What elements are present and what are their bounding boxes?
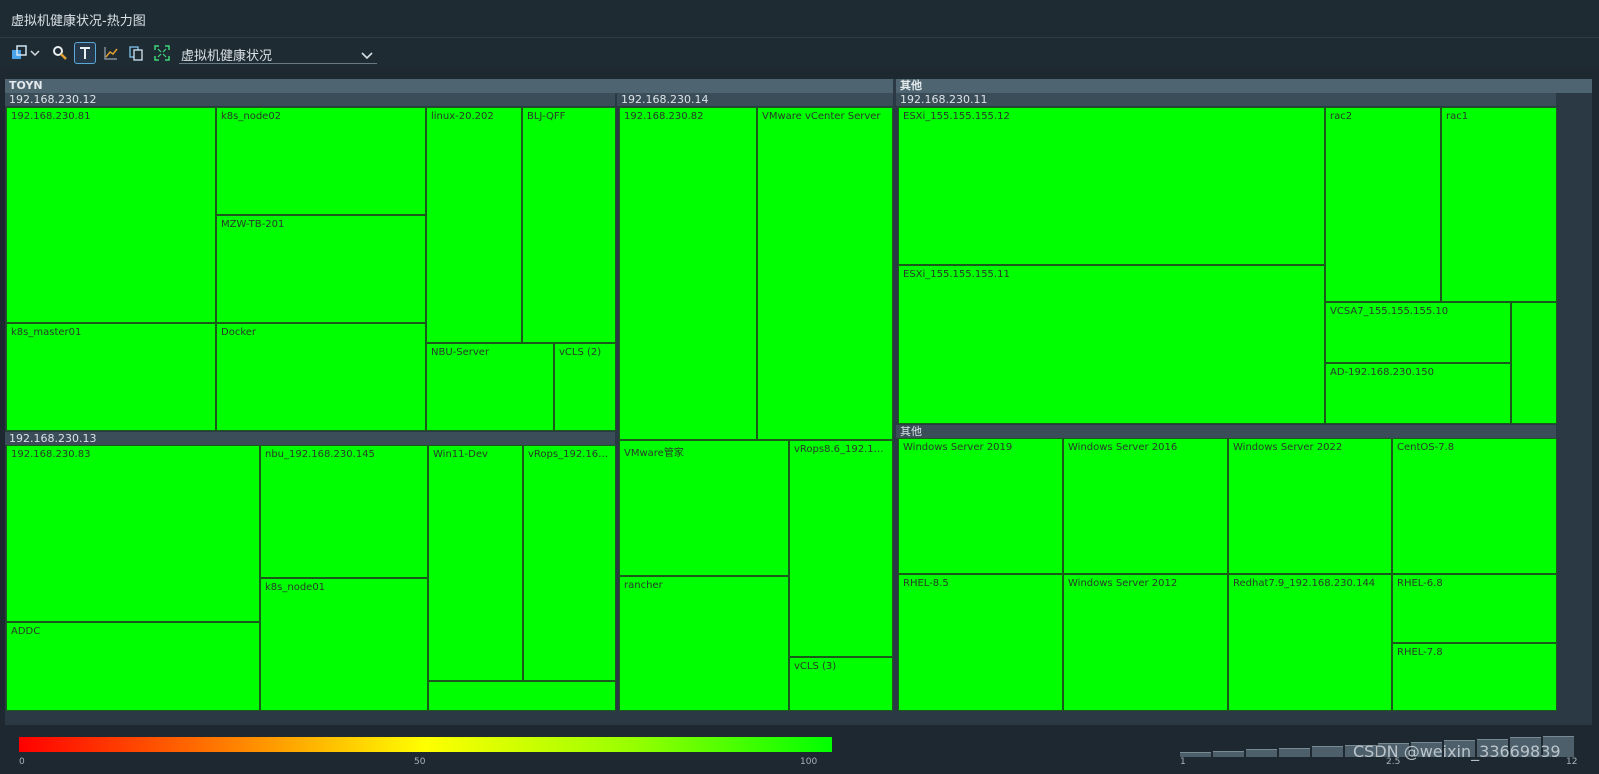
color-scale-legend <box>19 737 832 752</box>
vm-cell[interactable]: k8s_master01 <box>6 323 216 431</box>
size-step <box>1345 745 1376 757</box>
vm-cell[interactable]: rac1 <box>1441 107 1557 302</box>
text-toggle-icon[interactable] <box>74 42 96 64</box>
vm-cell[interactable]: rancher <box>619 576 789 711</box>
vm-cell[interactable]: Windows Server 2016 <box>1063 438 1228 574</box>
window-titlebar: 虚拟机健康状况-热力图 <box>0 0 1599 38</box>
vm-cell[interactable]: k8s_node01 <box>260 578 428 711</box>
metric-select-value: 虚拟机健康状况 <box>181 49 273 64</box>
layout-switch-icon[interactable] <box>9 43 29 63</box>
chevron-down-icon <box>361 46 373 65</box>
metric-select[interactable]: 虚拟机健康状况 <box>179 42 377 64</box>
host-header[interactable]: 192.168.230.14 <box>617 93 893 106</box>
fit-to-screen-icon[interactable] <box>152 43 172 63</box>
vm-cell[interactable]: RHEL-7.8 <box>1392 643 1557 711</box>
size-step <box>1378 743 1409 757</box>
color-scale-min-label: 0 <box>19 757 25 767</box>
vm-cell[interactable]: Redhat7.9_192.168.230.144 <box>1228 574 1392 711</box>
host-header[interactable]: 192.168.230.13 <box>5 432 615 445</box>
search-icon[interactable] <box>50 43 70 63</box>
size-scale-min-label: 1 <box>1180 757 1186 767</box>
vm-cell[interactable]: nbu_192.168.230.145 <box>260 445 428 578</box>
chevron-down-icon[interactable] <box>28 43 42 63</box>
vm-cell[interactable]: NBU-Server <box>426 343 554 431</box>
vm-cell[interactable] <box>428 681 616 711</box>
size-step <box>1213 751 1244 757</box>
vm-cell[interactable]: AD-192.168.230.150 <box>1325 363 1511 424</box>
treemap: TOYN 192.168.230.12 192.168.230.81 k8s_n… <box>5 79 1592 725</box>
vm-cell[interactable]: rac2 <box>1325 107 1441 302</box>
size-step <box>1411 742 1442 757</box>
vm-cell[interactable] <box>1511 302 1557 424</box>
vm-cell[interactable]: Docker <box>216 323 426 431</box>
size-step <box>1246 749 1277 757</box>
color-scale-max-label: 100 <box>800 757 818 767</box>
size-scale-mid-label: 2.5 <box>1386 757 1401 767</box>
host-header[interactable]: 192.168.230.12 <box>5 93 615 106</box>
group-header[interactable]: TOYN <box>5 79 893 93</box>
group-other: 其他 192.168.230.11 ESXi_155.155.155.12 ra… <box>896 79 1592 725</box>
size-step <box>1312 746 1343 757</box>
vm-cell[interactable]: ESXi_155.155.155.11 <box>898 265 1325 424</box>
watermark: CSDN @weixin_33669839 <box>1353 742 1561 761</box>
vm-cell[interactable]: 192.168.230.81 <box>6 107 216 323</box>
vm-cell[interactable]: VMware管家 <box>619 440 789 576</box>
vm-cell[interactable]: vRops8.6_192.168.230.147 <box>789 440 893 657</box>
vm-cell[interactable]: 192.168.230.82 <box>619 107 757 440</box>
size-scale-legend <box>1180 736 1580 757</box>
vm-cell[interactable]: RHEL-6.8 <box>1392 574 1557 643</box>
host-header[interactable]: 192.168.230.11 <box>896 93 1556 106</box>
vm-cell[interactable]: CentOS-7.8 <box>1392 438 1557 574</box>
group-toyn: TOYN 192.168.230.12 192.168.230.81 k8s_n… <box>5 79 893 725</box>
vm-cell[interactable]: k8s_node02 <box>216 107 426 215</box>
vm-cell[interactable]: Windows Server 2019 <box>898 438 1063 574</box>
vm-cell[interactable]: BLJ-QFF <box>522 107 616 343</box>
size-step <box>1279 748 1310 757</box>
chart-icon[interactable] <box>101 43 121 63</box>
vm-cell[interactable]: vRops_192.168.230.146 <box>523 445 616 681</box>
vm-cell[interactable]: VCSA7_155.155.155.10 <box>1325 302 1511 363</box>
vm-cell[interactable]: linux-20.202 <box>426 107 522 343</box>
vm-cell[interactable]: 192.168.230.83 <box>6 445 260 622</box>
vm-cell[interactable]: ESXi_155.155.155.12 <box>898 107 1325 265</box>
group-header[interactable]: 其他 <box>896 79 1592 93</box>
size-step <box>1543 736 1574 757</box>
vm-cell[interactable]: Windows Server 2012 <box>1063 574 1228 711</box>
size-scale-max-label: 12 <box>1566 757 1578 767</box>
vm-cell[interactable]: VMware vCenter Server <box>757 107 893 440</box>
vm-cell[interactable]: vCLS (2) <box>554 343 616 431</box>
size-step <box>1180 752 1211 757</box>
color-scale-mid-label: 50 <box>414 757 426 767</box>
vm-cell[interactable]: RHEL-8.5 <box>898 574 1063 711</box>
copy-icon[interactable] <box>126 43 146 63</box>
vm-cell[interactable]: Windows Server 2022 <box>1228 438 1392 574</box>
size-step <box>1510 737 1541 757</box>
vm-cell[interactable]: ADDC <box>6 622 260 711</box>
window-title: 虚拟机健康状况-热力图 <box>11 14 146 29</box>
size-step <box>1444 740 1475 757</box>
host-header[interactable]: 其他 <box>896 425 1556 438</box>
vm-cell[interactable]: vCLS (3) <box>789 657 893 711</box>
vm-cell[interactable]: Win11-Dev <box>428 445 523 681</box>
vm-cell[interactable]: MZW-TB-201 <box>216 215 426 323</box>
size-step <box>1477 739 1508 757</box>
